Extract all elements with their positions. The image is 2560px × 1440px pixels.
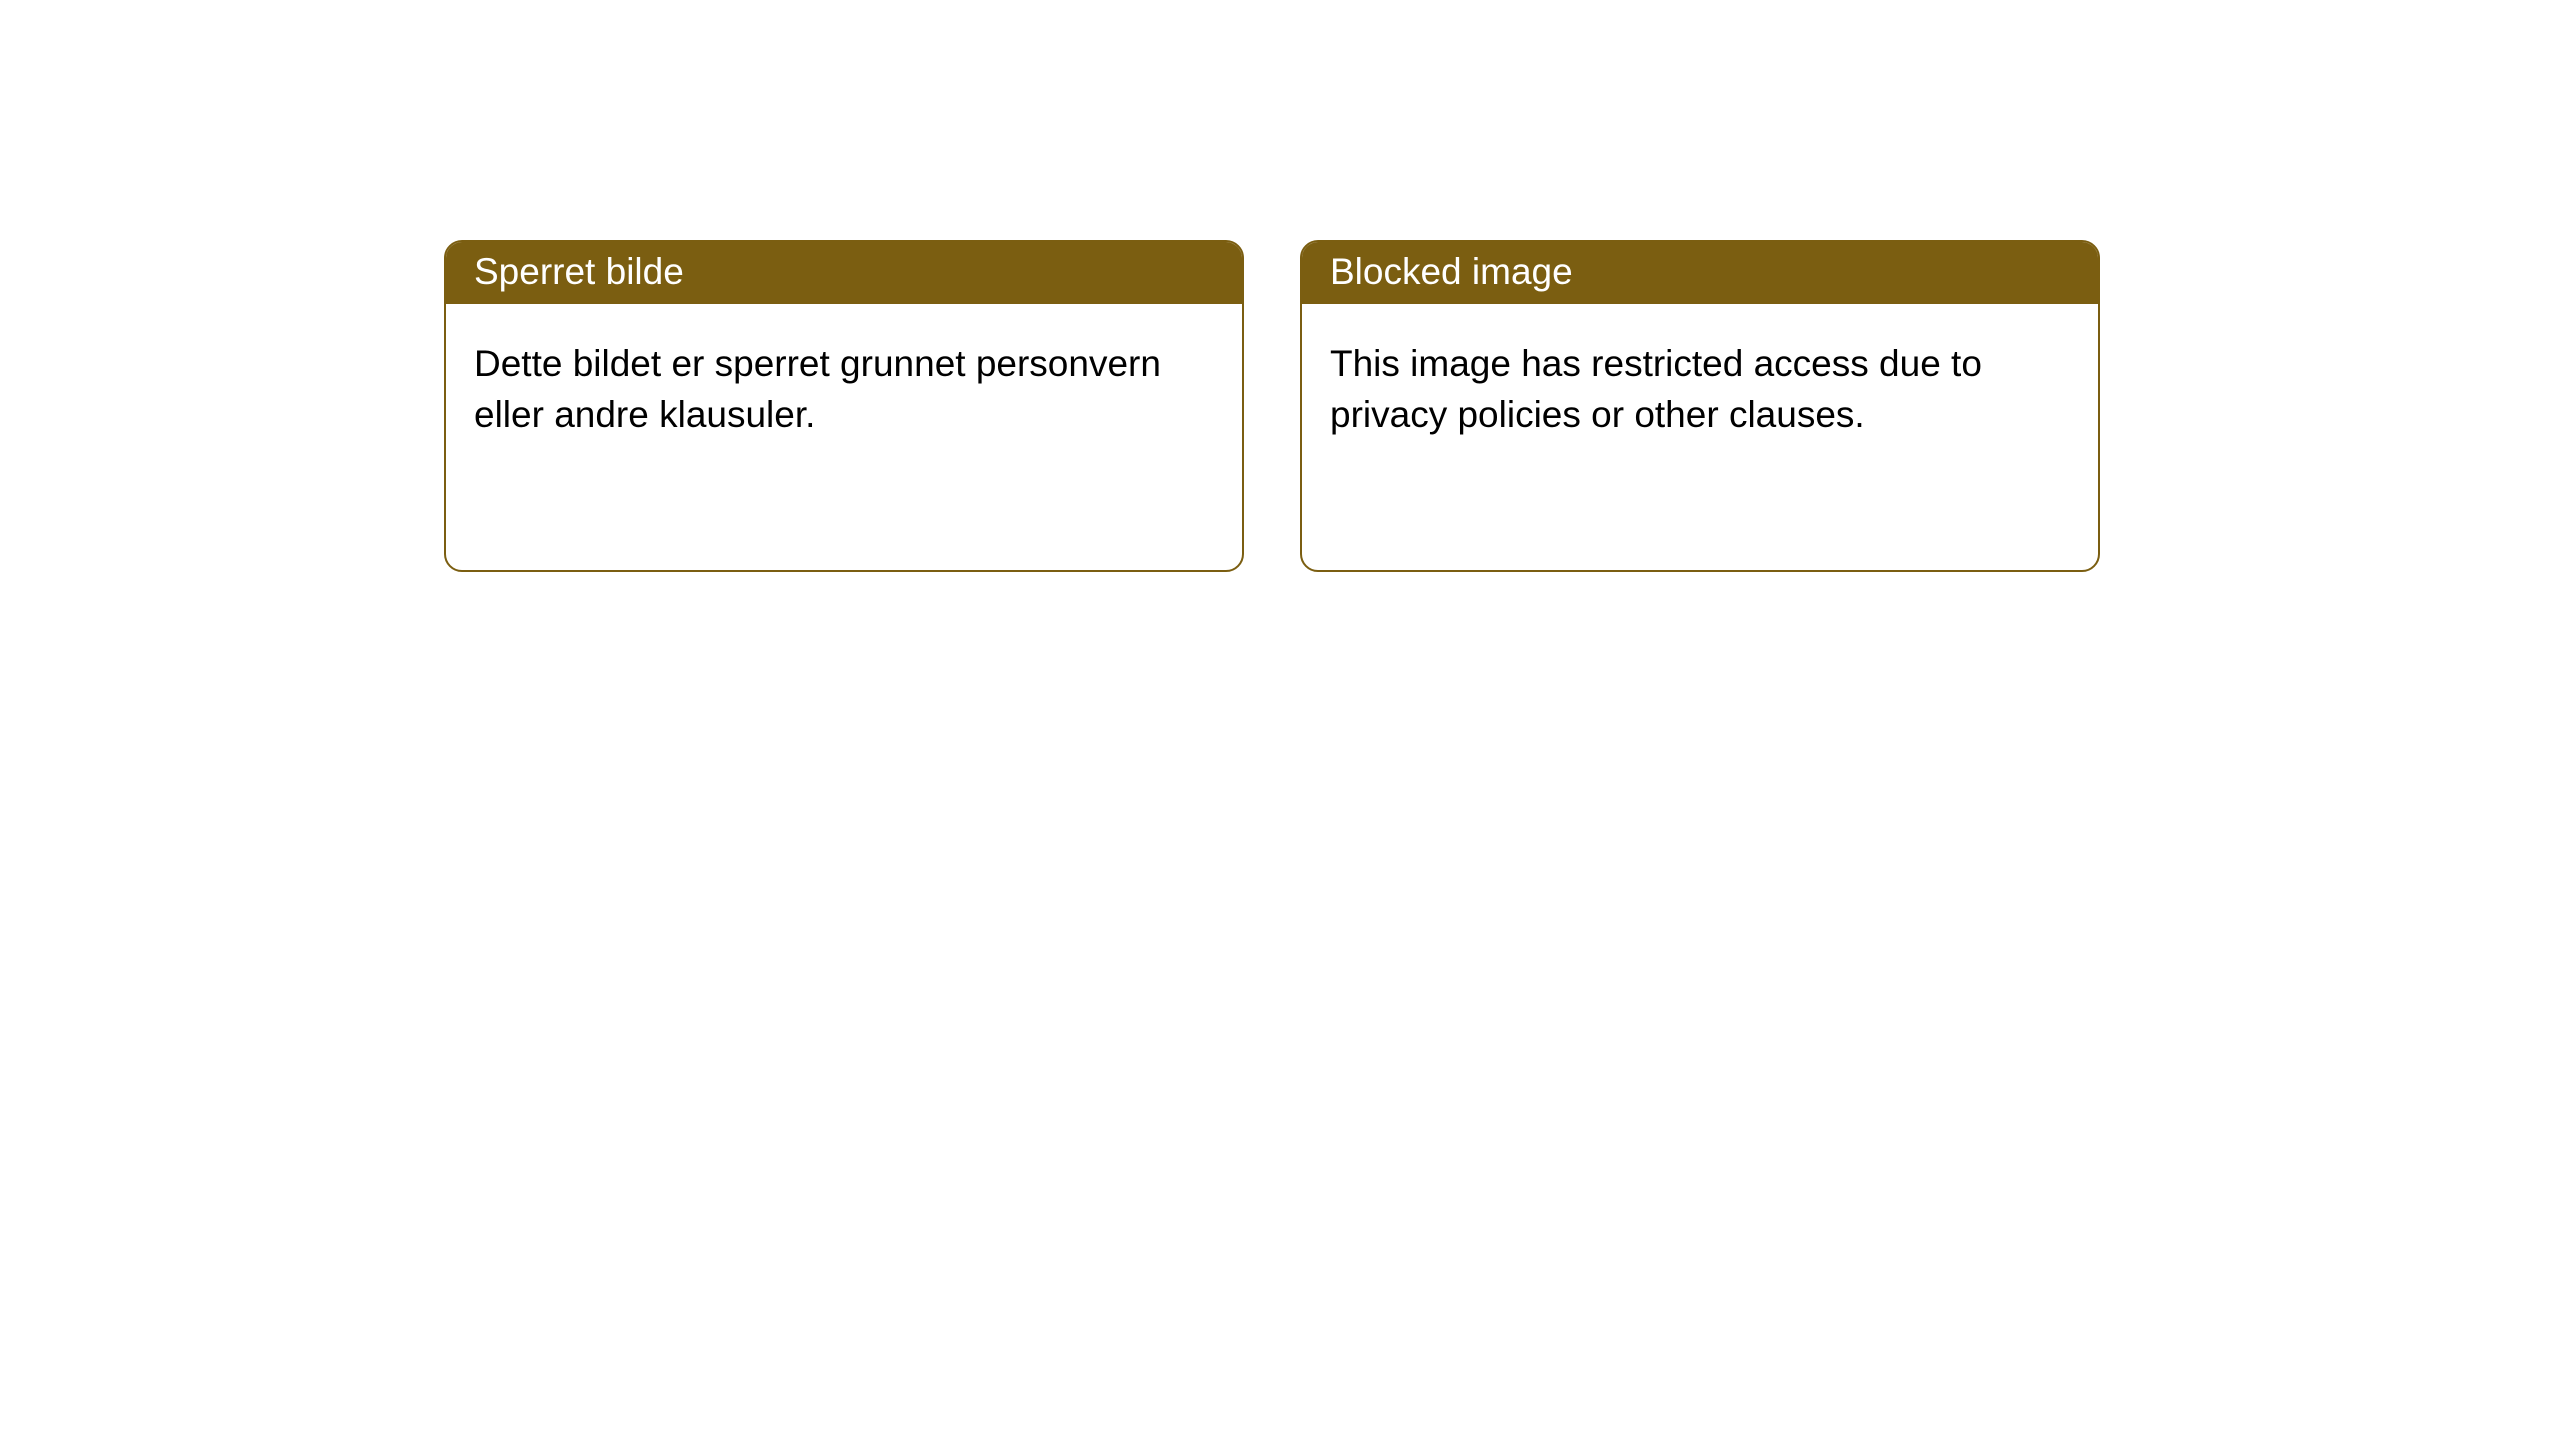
card-body: Dette bildet er sperret grunnet personve… bbox=[446, 304, 1242, 468]
card-header: Sperret bilde bbox=[446, 242, 1242, 304]
notice-card-norwegian: Sperret bilde Dette bildet er sperret gr… bbox=[444, 240, 1244, 572]
notice-container: Sperret bilde Dette bildet er sperret gr… bbox=[0, 0, 2560, 572]
card-header: Blocked image bbox=[1302, 242, 2098, 304]
card-body: This image has restricted access due to … bbox=[1302, 304, 2098, 468]
card-title: Sperret bilde bbox=[474, 251, 684, 292]
notice-card-english: Blocked image This image has restricted … bbox=[1300, 240, 2100, 572]
card-body-text: Dette bildet er sperret grunnet personve… bbox=[474, 343, 1161, 435]
card-body-text: This image has restricted access due to … bbox=[1330, 343, 1982, 435]
card-title: Blocked image bbox=[1330, 251, 1573, 292]
